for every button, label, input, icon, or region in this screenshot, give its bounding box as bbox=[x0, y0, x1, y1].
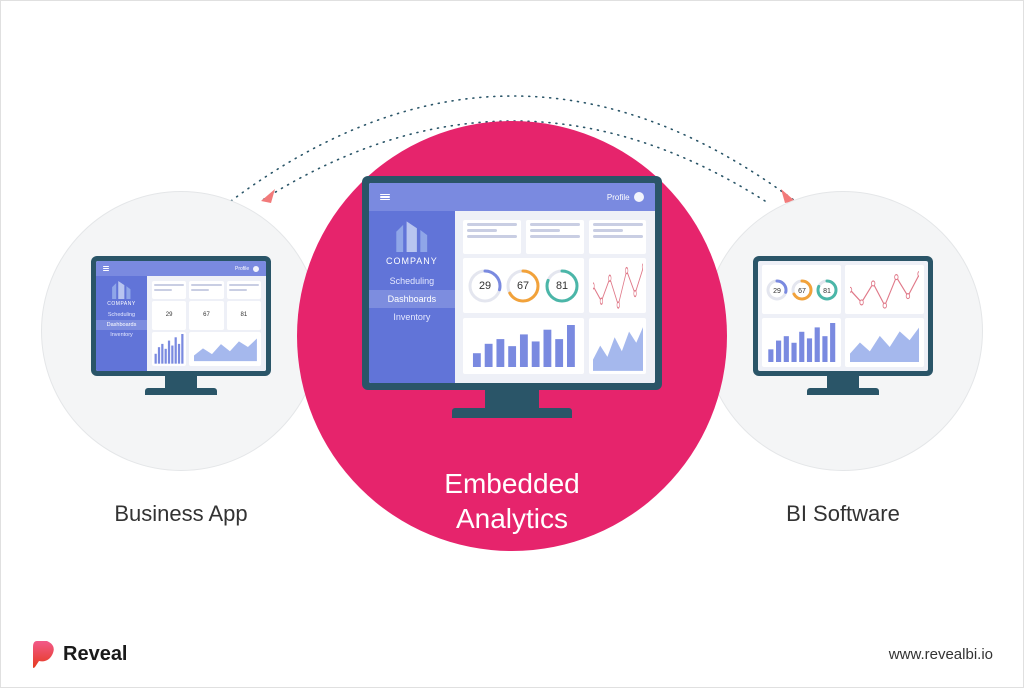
monitor-bezel: Profile COMPANY Scheduling Dashboards In… bbox=[362, 176, 662, 390]
company-logo-icon bbox=[386, 222, 437, 252]
gauge-card: 67 bbox=[189, 301, 223, 330]
sidebar-item-inventory: Inventory bbox=[96, 330, 147, 340]
gauge-row-card: 29 67 81 bbox=[762, 265, 841, 314]
svg-text:29: 29 bbox=[773, 288, 781, 295]
text-card bbox=[227, 281, 261, 298]
monitor-base bbox=[145, 388, 217, 395]
brand: Reveal bbox=[31, 639, 128, 669]
monitor-base bbox=[807, 388, 879, 395]
menu-icon bbox=[103, 266, 109, 271]
center-label-line1: Embedded bbox=[444, 468, 579, 499]
text-card bbox=[526, 220, 583, 254]
menu-icon bbox=[380, 194, 390, 201]
area-chart-card bbox=[189, 332, 260, 366]
company-label: COMPANY bbox=[107, 301, 135, 307]
avatar-icon bbox=[253, 266, 259, 272]
company-logo-icon bbox=[106, 283, 137, 299]
text-card bbox=[463, 220, 520, 254]
avatar-icon bbox=[634, 192, 644, 202]
monitor-screen: Profile COMPANY Scheduling Dashboards In… bbox=[96, 261, 266, 371]
monitor-screen: Profile COMPANY Scheduling Dashboards In… bbox=[369, 183, 655, 383]
diagram-stage: Profile COMPANY Scheduling Dashboards In… bbox=[21, 21, 1003, 607]
business-app-monitor: Profile COMPANY Scheduling Dashboards In… bbox=[91, 256, 271, 395]
gauge-card: 29 bbox=[152, 301, 186, 330]
svg-text:81: 81 bbox=[556, 280, 568, 292]
center-label-line2: Analytics bbox=[456, 503, 568, 534]
svg-text:81: 81 bbox=[823, 288, 831, 295]
text-card bbox=[152, 281, 186, 298]
monitor-stand bbox=[485, 390, 539, 408]
area-chart-card bbox=[589, 318, 646, 375]
app-sidebar: COMPANY Scheduling Dashboards Inventory bbox=[96, 276, 147, 371]
sidebar-item-dashboards: Dashboards bbox=[369, 290, 455, 308]
app-sidebar: COMPANY Scheduling Dashboards Inventory bbox=[369, 211, 455, 383]
profile-label: Profile bbox=[607, 193, 630, 202]
sidebar-item-scheduling: Scheduling bbox=[96, 310, 147, 320]
sidebar-item-scheduling: Scheduling bbox=[369, 272, 455, 290]
reveal-logo-icon bbox=[31, 639, 57, 669]
embedded-analytics-monitor: Profile COMPANY Scheduling Dashboards In… bbox=[362, 176, 662, 418]
brand-name: Reveal bbox=[63, 643, 128, 666]
text-card bbox=[189, 281, 223, 298]
dashboard-panels: 29 67 81 bbox=[147, 276, 266, 371]
center-label: Embedded Analytics bbox=[362, 466, 662, 536]
svg-text:67: 67 bbox=[517, 280, 529, 292]
sidebar-item-inventory: Inventory bbox=[369, 308, 455, 326]
svg-text:29: 29 bbox=[479, 280, 491, 292]
profile-label: Profile bbox=[235, 266, 249, 272]
text-card bbox=[589, 220, 646, 254]
app-topbar: Profile bbox=[96, 261, 266, 276]
app-topbar: Profile bbox=[369, 183, 655, 211]
company-label: COMPANY bbox=[386, 256, 438, 266]
svg-text:67: 67 bbox=[798, 288, 806, 295]
left-label: Business App bbox=[41, 501, 321, 527]
bar-chart-card bbox=[463, 318, 583, 375]
area-chart-card bbox=[845, 318, 924, 367]
sparkline-card bbox=[589, 258, 646, 313]
gauge-card: 81 bbox=[227, 301, 261, 330]
bi-screen: 29 67 81 bbox=[758, 261, 928, 371]
monitor-bezel: 29 67 81 bbox=[753, 256, 933, 376]
footer: Reveal www.revealbi.io bbox=[31, 639, 993, 669]
monitor-stand bbox=[165, 376, 197, 388]
sidebar-item-dashboards: Dashboards bbox=[96, 320, 147, 330]
dashboard-panels: 29 67 81 bbox=[455, 211, 655, 383]
monitor-base bbox=[452, 408, 572, 418]
footer-url: www.revealbi.io bbox=[889, 646, 993, 663]
monitor-bezel: Profile COMPANY Scheduling Dashboards In… bbox=[91, 256, 271, 376]
bi-software-monitor: 29 67 81 bbox=[753, 256, 933, 395]
sparkline-card bbox=[845, 265, 924, 314]
bar-chart-card bbox=[152, 332, 186, 366]
right-label: BI Software bbox=[703, 501, 983, 527]
gauge-row-card: 29 67 81 bbox=[463, 258, 583, 313]
bar-chart-card bbox=[762, 318, 841, 367]
monitor-stand bbox=[827, 376, 859, 388]
